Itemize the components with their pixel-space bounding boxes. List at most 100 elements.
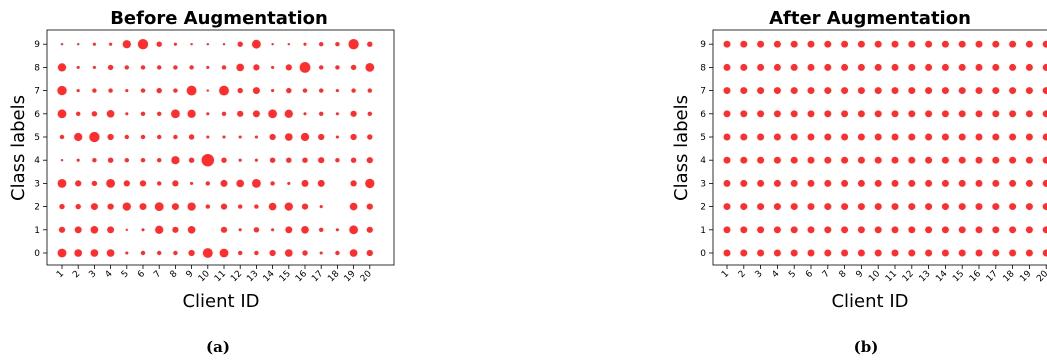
scatter-point bbox=[773, 156, 781, 164]
scatter-point bbox=[349, 225, 358, 235]
scatter-point bbox=[941, 226, 949, 234]
scatter-point bbox=[155, 225, 164, 234]
scatter-point bbox=[74, 132, 83, 142]
scatter-point bbox=[1009, 203, 1017, 211]
scatter-point bbox=[740, 63, 748, 71]
scatter-point bbox=[90, 249, 99, 257]
scatter-point bbox=[1042, 203, 1047, 211]
x-tick-label: 9 bbox=[185, 269, 196, 280]
x-tick-label: 9 bbox=[854, 269, 865, 280]
scatter-point bbox=[285, 226, 293, 234]
scatter-point bbox=[723, 226, 731, 234]
scatter-point bbox=[807, 87, 815, 95]
scatter-point bbox=[958, 40, 966, 48]
scatter-point bbox=[124, 134, 129, 140]
scatter-point bbox=[723, 203, 731, 211]
scatter-point bbox=[790, 203, 798, 211]
scatter-point bbox=[154, 202, 164, 212]
scatter-point bbox=[723, 40, 731, 48]
y-tick-label: 2 bbox=[34, 203, 40, 213]
scatter-point bbox=[318, 133, 325, 141]
x-tick-label: 4 bbox=[770, 269, 781, 280]
scatter-point bbox=[254, 135, 258, 139]
scatter-point bbox=[908, 40, 916, 48]
x-tick-label: 14 bbox=[262, 269, 277, 284]
scatter-point bbox=[172, 226, 179, 233]
scatter-point bbox=[137, 39, 149, 50]
scatter-point bbox=[350, 133, 357, 141]
scatter-point bbox=[319, 65, 324, 70]
scatter-point bbox=[74, 226, 82, 234]
scatter-point bbox=[124, 158, 129, 163]
y-tick-label: 6 bbox=[34, 110, 40, 120]
scatter-point bbox=[740, 156, 748, 164]
scatter-point bbox=[740, 133, 748, 141]
scatter-point bbox=[287, 43, 290, 46]
panel-caption: (b) bbox=[854, 338, 879, 356]
scatter-point bbox=[723, 63, 731, 71]
x-tick-label: 10 bbox=[197, 269, 212, 284]
scatter-point bbox=[301, 203, 309, 210]
scatter-point bbox=[201, 153, 215, 167]
x-tick-label: 11 bbox=[213, 269, 228, 284]
scatter-point bbox=[60, 43, 64, 46]
scatter-point bbox=[252, 39, 261, 49]
scatter-point bbox=[975, 63, 983, 71]
x-tick-label: 8 bbox=[168, 269, 179, 280]
scatter-point bbox=[1042, 63, 1047, 71]
scatter-point bbox=[139, 180, 147, 187]
scatter-point bbox=[925, 110, 933, 118]
scatter-point bbox=[841, 110, 849, 118]
scatter-point bbox=[317, 179, 325, 187]
scatter-point bbox=[335, 135, 339, 139]
x-tick-label: 3 bbox=[754, 269, 765, 280]
scatter-point bbox=[284, 133, 293, 141]
scatter-point bbox=[268, 109, 277, 119]
scatter-point bbox=[757, 40, 765, 48]
scatter-point bbox=[57, 109, 67, 119]
scatter-point bbox=[319, 227, 324, 232]
y-tick-label: 9 bbox=[34, 40, 40, 50]
scatter-point bbox=[57, 179, 67, 188]
scatter-point bbox=[807, 110, 815, 118]
y-tick-label: 2 bbox=[700, 203, 706, 213]
scatter-point bbox=[76, 158, 80, 162]
scatter-point bbox=[107, 64, 114, 71]
scatter-point bbox=[125, 112, 129, 116]
scatter-point bbox=[975, 179, 983, 187]
scatter-point bbox=[206, 65, 210, 69]
scatter-point bbox=[125, 251, 129, 255]
scatter-point bbox=[773, 40, 781, 48]
scatter-point bbox=[1025, 249, 1033, 257]
scatter-point bbox=[891, 156, 899, 164]
scatter-point bbox=[1009, 156, 1017, 164]
scatter-point bbox=[757, 87, 765, 95]
scatter-point bbox=[941, 203, 949, 211]
scatter-point bbox=[140, 111, 146, 117]
scatter-point bbox=[202, 248, 213, 258]
scatter-point bbox=[975, 156, 983, 164]
scatter-point bbox=[925, 156, 933, 164]
scatter-point bbox=[874, 87, 882, 95]
scatter-point bbox=[891, 249, 899, 257]
scatter-point bbox=[841, 249, 849, 257]
scatter-point bbox=[975, 133, 983, 141]
x-tick-label: 17 bbox=[985, 269, 1000, 284]
scatter-point bbox=[221, 111, 227, 117]
scatter-point bbox=[908, 156, 916, 164]
scatter-point bbox=[171, 203, 179, 211]
x-axis-label: Client ID bbox=[182, 291, 259, 312]
scatter-point bbox=[76, 89, 80, 93]
scatter-point bbox=[1042, 226, 1047, 234]
scatter-point bbox=[857, 110, 865, 118]
y-tick-label: 0 bbox=[700, 249, 706, 259]
x-tick-label: 12 bbox=[229, 269, 244, 284]
scatter-point bbox=[366, 157, 373, 164]
scatter-point bbox=[757, 156, 765, 164]
x-tick-label: 2 bbox=[737, 269, 748, 280]
scatter-point bbox=[941, 40, 949, 48]
scatter-point bbox=[335, 89, 339, 93]
scatter-point bbox=[349, 249, 358, 257]
